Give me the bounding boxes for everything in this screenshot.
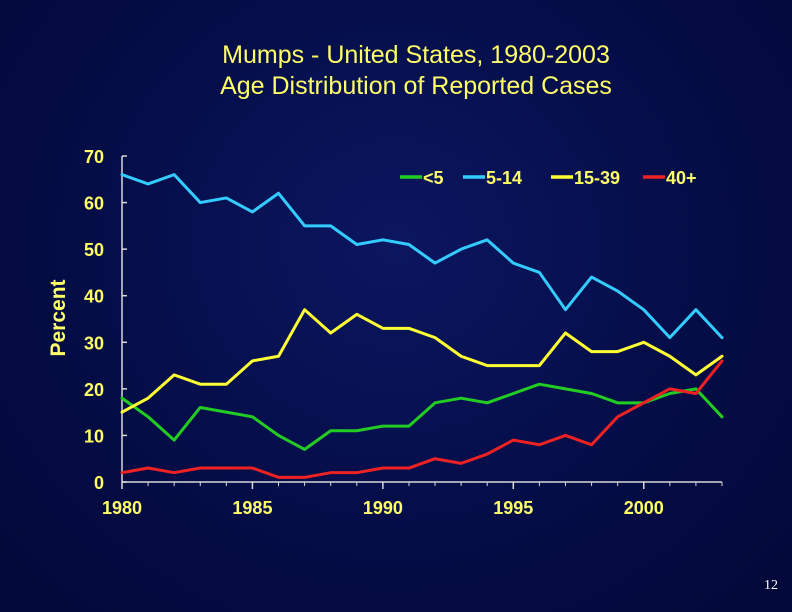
- chart-series: [120, 173, 724, 479]
- y-tick-label: 50: [84, 240, 104, 260]
- y-tick-label: 0: [94, 473, 104, 493]
- series-line-3: [120, 359, 724, 479]
- chart-title: Mumps - United States, 1980-2003 Age Dis…: [0, 40, 792, 102]
- legend-label-1: 5-14: [486, 168, 522, 188]
- y-tick-label: 60: [84, 194, 104, 214]
- y-tick-label: 30: [84, 333, 104, 353]
- series-line-2: [120, 308, 724, 414]
- x-tick-label: 1990: [363, 498, 403, 518]
- x-tick-label: 1980: [102, 498, 142, 518]
- x-tick-label: 2000: [624, 498, 664, 518]
- legend-label-3: 40+: [666, 168, 697, 188]
- y-axis-label: Percent: [47, 279, 70, 356]
- y-tick-label: 20: [84, 380, 104, 400]
- y-tick-label: 10: [84, 426, 104, 446]
- x-tick-label: 1995: [493, 498, 533, 518]
- legend-label-2: 15-39: [574, 168, 620, 188]
- chart-axes: 0 10 20 30 40 50 60 70 1980 1985 1990 1995 2000: [84, 147, 723, 518]
- chart-legend: <5 5-14 15-39 40+: [400, 168, 697, 188]
- title-line-1: Mumps - United States, 1980-2003: [222, 41, 610, 69]
- page-number: 12: [764, 578, 778, 593]
- y-tick-label: 70: [84, 147, 104, 167]
- legend-label-0: <5: [423, 168, 444, 188]
- x-tick-label: 1985: [232, 498, 272, 518]
- series-line-0: [120, 382, 724, 451]
- title-line-2: Age Distribution of Reported Cases: [220, 72, 612, 100]
- series-line-1: [120, 173, 724, 340]
- y-tick-label: 40: [84, 287, 104, 307]
